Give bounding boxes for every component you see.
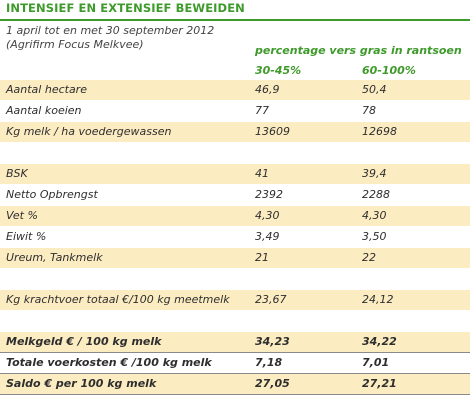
cell-value: 27,05 [255,377,290,390]
table-row: Ureum, Tankmelk 21 22 [0,248,470,269]
row-label: Eiwit % [6,230,47,243]
cell-value: 3,49 [255,230,280,243]
table-row: Saldo € per 100 kg melk 27,05 27,21 [0,374,470,395]
cell-value: 4,30 [255,209,280,222]
cell-value: 24,12 [362,293,394,306]
row-label: Kg melk / ha voedergewassen [6,125,172,138]
cell-value: 46,9 [255,83,280,96]
cell-value: 22 [362,251,376,264]
cell-value: 12698 [362,125,397,138]
row-label: BSK [6,167,28,180]
table-row: Aantal hectare 46,9 50,4 [0,80,470,101]
row-label: Saldo € per 100 kg melk [6,377,157,390]
table-row: Melkgeld € / 100 kg melk 34,23 34,22 [0,332,470,353]
table-row: Kg melk / ha voedergewassen 13609 12698 [0,122,470,143]
cell-value: 39,4 [362,167,387,180]
title: INTENSIEF EN EXTENSIEF BEWEIDEN [6,1,245,15]
table-row: Aantal koeien 77 78 [0,101,470,122]
cell-value: 3,50 [362,230,387,243]
table-row: Kg krachtvoer totaal €/100 kg meetmelk 23… [0,290,470,311]
cell-value: 34,23 [255,335,290,348]
row-label: Ureum, Tankmelk [6,251,103,264]
table-row: Totale voerkosten € /100 kg melk 7,18 7,01 [0,353,470,374]
cell-value: 77 [255,104,269,117]
row-label: Aantal koeien [6,104,82,117]
table-row: Vet % 4,30 4,30 [0,206,470,227]
table-row: Netto Opbrengst 2392 2288 [0,185,470,206]
row-label: Kg krachtvoer totaal €/100 kg meetmelk [6,293,230,306]
column-header: 30-45% [255,64,302,77]
cell-value: 41 [255,167,269,180]
cell-value: 7,18 [255,356,283,369]
spacer-row [0,143,470,164]
cell-value: 78 [362,104,376,117]
row-label: Aantal hectare [6,83,87,96]
cell-value: 2288 [362,188,390,201]
row-label: Melkgeld € / 100 kg melk [6,335,162,348]
cell-value: 4,30 [362,209,387,222]
cell-value: 27,21 [362,377,397,390]
cell-value: 2392 [255,188,283,201]
cell-value: 34,22 [362,335,397,348]
spacer-row [0,269,470,290]
table-row: Eiwit % 3,49 3,50 [0,227,470,248]
column-group: percentage vers gras in rantsoen [255,44,462,57]
cell-value: 7,01 [362,356,390,369]
row-label: Totale voerkosten € /100 kg melk [6,356,212,369]
row-label: Vet % [6,209,38,222]
cell-value: 50,4 [362,83,387,96]
column-header: 60-100% [362,64,416,77]
table-row: BSK 41 39,4 [0,164,470,185]
title-rule [0,19,470,21]
cell-value: 21 [255,251,269,264]
cell-value: 13609 [255,125,290,138]
row-label: Netto Opbrengst [6,188,98,201]
subtitle: 1 april tot en met 30 september 2012 [6,24,215,37]
spacer-row [0,311,470,332]
subtitle: (Agrifirm Focus Melkvee) [6,38,144,51]
cell-value: 23,67 [255,293,287,306]
